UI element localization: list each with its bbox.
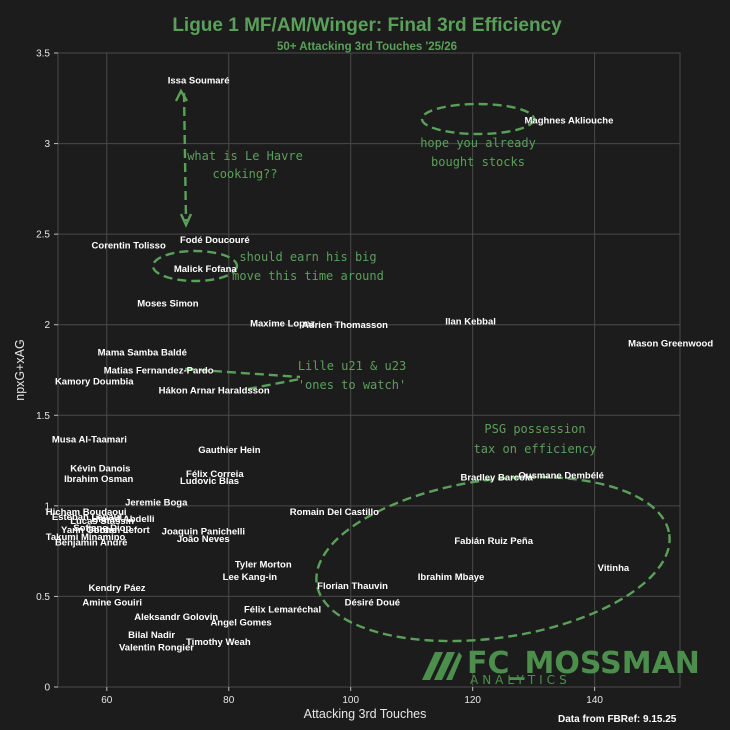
point-label: Mama Samba Baldé	[98, 347, 187, 358]
point-label: Ibrahim Mbaye	[418, 572, 485, 583]
x-tick-label: 140	[586, 695, 603, 706]
chart-title: Ligue 1 MF/AM/Winger: Final 3rd Efficien…	[172, 15, 562, 36]
point-label: Lucas Stassin	[70, 516, 134, 527]
data-labels: Issa Soumaré Maghnes Akliouche Corentin To…	[46, 76, 714, 654]
logo-wordmark: FC_MOSSMAN	[467, 646, 700, 681]
point-label: Gauthier Hein	[198, 445, 260, 456]
le-havre-arrowhead-up	[174, 88, 189, 102]
point-label: Ousmane Dembélé	[518, 471, 604, 482]
point-label: Jeremie Boga	[125, 498, 188, 509]
point-label: Ibrahim Osman	[64, 474, 133, 485]
point-label: Bradley Barcola	[460, 472, 533, 483]
grid	[58, 52, 680, 688]
axis-ticks: 60 80 100 120 140 0 0.5 1 1.5 2 2.5 3 3.5	[36, 49, 603, 707]
y-tick-label: 2	[44, 320, 50, 331]
x-axis-label: Attacking 3rd Touches	[304, 707, 427, 721]
point-label: Kamory Doumbia	[55, 376, 134, 387]
plot-frame	[57, 52, 681, 688]
annotation-fofana-line-1: should earn his big	[239, 250, 376, 264]
point-label: Adrien Thomasson	[302, 320, 388, 331]
source-note: Data from FBRef: 9.15.25	[558, 714, 677, 725]
point-label: Aleksandr Golovin	[134, 612, 218, 623]
le-havre-arrowhead-down	[179, 213, 193, 228]
point-label: Ilan Kebbal	[445, 317, 496, 328]
y-tick-label: 3	[44, 139, 50, 150]
point-label: Fodé Doucouré	[180, 235, 250, 246]
annotation-akliouche-line-1: hope you already	[420, 136, 536, 150]
annotation-lille-line-1: Lille u21 & u23	[298, 359, 406, 373]
brand-logo: FC_MOSSMAN ANALYTICS	[422, 646, 700, 687]
point-label: Kendry Páez	[88, 583, 145, 594]
annotation-le-havre-line-1: what is Le Havre	[187, 149, 303, 163]
x-tick-label: 120	[464, 695, 481, 706]
point-label: Félix Correia	[186, 469, 244, 480]
x-tick-label: 60	[101, 695, 113, 706]
annotation-fofana-line-2: move this time around	[232, 269, 384, 283]
annotation-psg-line-2: tax on efficiency	[474, 442, 597, 456]
point-label: Himad Abdelli	[92, 514, 155, 525]
point-label: Maxime Lopez	[250, 318, 315, 329]
point-label: Benjamin André	[55, 538, 128, 549]
y-tick-label: 0	[44, 683, 50, 694]
point-label: Corentin Tolisso	[92, 241, 166, 252]
point-label: Hákon Arnar Haraldsson	[159, 385, 270, 396]
point-label: Musa Al-Taamari	[52, 434, 127, 445]
point-label: Esteban Lepaul	[52, 512, 122, 523]
point-label: Lee Kang-in	[223, 572, 278, 583]
lille-arrow-2	[247, 377, 301, 391]
point-label: Tyler Morton	[235, 559, 292, 570]
point-label: Moses Simon	[137, 298, 198, 309]
logo-subtitle: ANALYTICS	[470, 673, 571, 687]
y-axis-label: npxG+xAG	[13, 339, 27, 401]
point-label: Jordan Lefort	[88, 525, 150, 536]
fofana-ellipse	[151, 249, 239, 283]
x-tick-label: 80	[223, 695, 235, 706]
y-tick-label: 1	[44, 501, 50, 512]
y-tick-label: 1.5	[36, 411, 50, 422]
point-label: Fabián Ruiz Peña	[454, 536, 533, 547]
point-label: Maghnes Akliouche	[525, 116, 614, 127]
y-tick-label: 3.5	[36, 49, 50, 60]
annotation-akliouche-line-2: bought stocks	[431, 155, 525, 169]
point-label: Valentin Rongier	[119, 643, 194, 654]
point-label: Sofiane Diop	[73, 523, 131, 534]
point-label: Hicham Boudaoui	[46, 507, 127, 518]
point-label: Romain Del Castillo	[290, 507, 379, 518]
le-havre-arrow-line	[182, 92, 188, 222]
y-tick-label: 2.5	[36, 230, 50, 241]
point-label: Kévin Danois	[70, 463, 130, 474]
y-tick-label: 0.5	[36, 592, 50, 603]
point-label: Ludovic Blas	[180, 476, 239, 487]
annotation-texts: what is Le Havre cooking?? hope you alre…	[187, 136, 596, 456]
annotation-psg-line-1: PSG possession	[484, 422, 585, 436]
psg-ellipse	[315, 475, 671, 643]
annotation-shapes	[151, 88, 671, 643]
point-label: Mason Greenwood	[628, 338, 713, 349]
akliouche-ellipse	[420, 102, 536, 136]
annotation-le-havre-line-2: cooking??	[212, 167, 277, 181]
lille-arrow-1	[184, 367, 301, 379]
point-label: Matias Fernandez-Pardo	[104, 366, 214, 377]
point-label: Yann Gboho	[61, 525, 117, 536]
annotation-lille-line-2: 'ones to watch'	[298, 378, 406, 392]
point-label: Florian Thauvin	[317, 581, 388, 592]
point-label: Amine Gouiri	[82, 597, 142, 608]
point-label: Bilal Nadir	[128, 630, 175, 641]
point-label: Malick Fofana	[174, 264, 238, 275]
point-label: Joaquin Panichelli	[162, 527, 245, 538]
point-label: Désiré Doué	[345, 597, 400, 608]
point-label: Vitinha	[598, 563, 630, 574]
point-label: Timothy Weah	[186, 637, 251, 648]
point-label: Angel Gomes	[210, 617, 271, 628]
chart-subtitle: 50+ Attacking 3rd Touches '25/26	[277, 41, 457, 53]
point-label: Issa Soumaré	[168, 76, 230, 87]
x-tick-label: 100	[342, 695, 359, 706]
point-label: João Neves	[177, 534, 230, 545]
point-label: Takumi Minamino	[46, 532, 126, 543]
logo-mark-icon	[422, 652, 462, 680]
point-label: Félix Lemaréchal	[244, 605, 321, 616]
